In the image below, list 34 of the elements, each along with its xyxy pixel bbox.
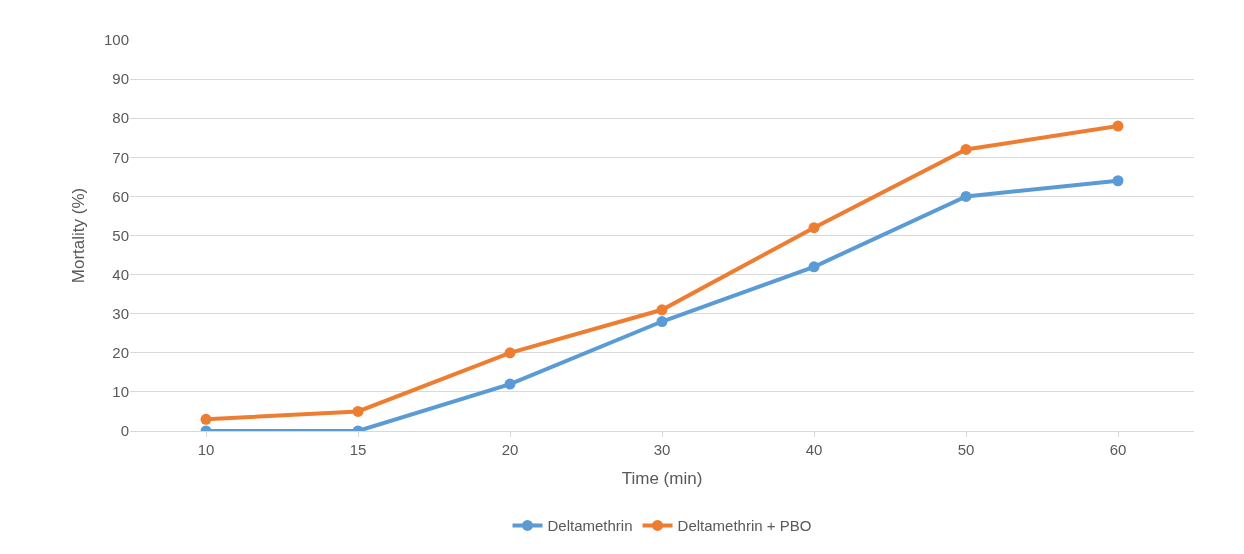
- x-tick-label: 10: [197, 441, 215, 458]
- y-tick-label: 30: [112, 304, 129, 322]
- point: [504, 378, 516, 390]
- x-axis-title: Time (min): [621, 469, 703, 489]
- y-tick-label: 70: [112, 148, 129, 166]
- point: [200, 413, 212, 425]
- point: [808, 261, 820, 273]
- point: [960, 143, 972, 155]
- x-tick-label: 15: [349, 441, 367, 458]
- y-tick-label: 80: [112, 109, 129, 127]
- y-tick-label: 60: [112, 187, 129, 205]
- y-tick-label: 90: [112, 70, 129, 88]
- y-tick-label: 20: [112, 344, 129, 362]
- x-tick-label: 20: [501, 441, 519, 458]
- y-tick-label: 100: [103, 31, 129, 49]
- x-tick-label: 50: [957, 441, 975, 458]
- point: [352, 405, 364, 417]
- y-tick-label: 50: [112, 226, 129, 244]
- point: [1112, 175, 1124, 187]
- point: [656, 316, 668, 328]
- x-tick-label: 40: [805, 441, 823, 458]
- point: [656, 304, 668, 316]
- x-tick-label: 60: [1109, 441, 1127, 458]
- y-tick-label: 0: [120, 422, 129, 440]
- legend-label: Deltamethrin: [547, 517, 633, 535]
- point: [808, 222, 820, 234]
- y-tick-label: 40: [112, 265, 129, 283]
- point: [960, 190, 972, 202]
- y-tick-label: 10: [112, 383, 129, 401]
- point: [1112, 120, 1124, 132]
- point: [504, 347, 516, 359]
- y-axis-title: Mortality (%): [68, 187, 88, 284]
- x-tick-label: 30: [653, 441, 671, 458]
- legend-label: Deltamethrin + PBO: [677, 517, 812, 535]
